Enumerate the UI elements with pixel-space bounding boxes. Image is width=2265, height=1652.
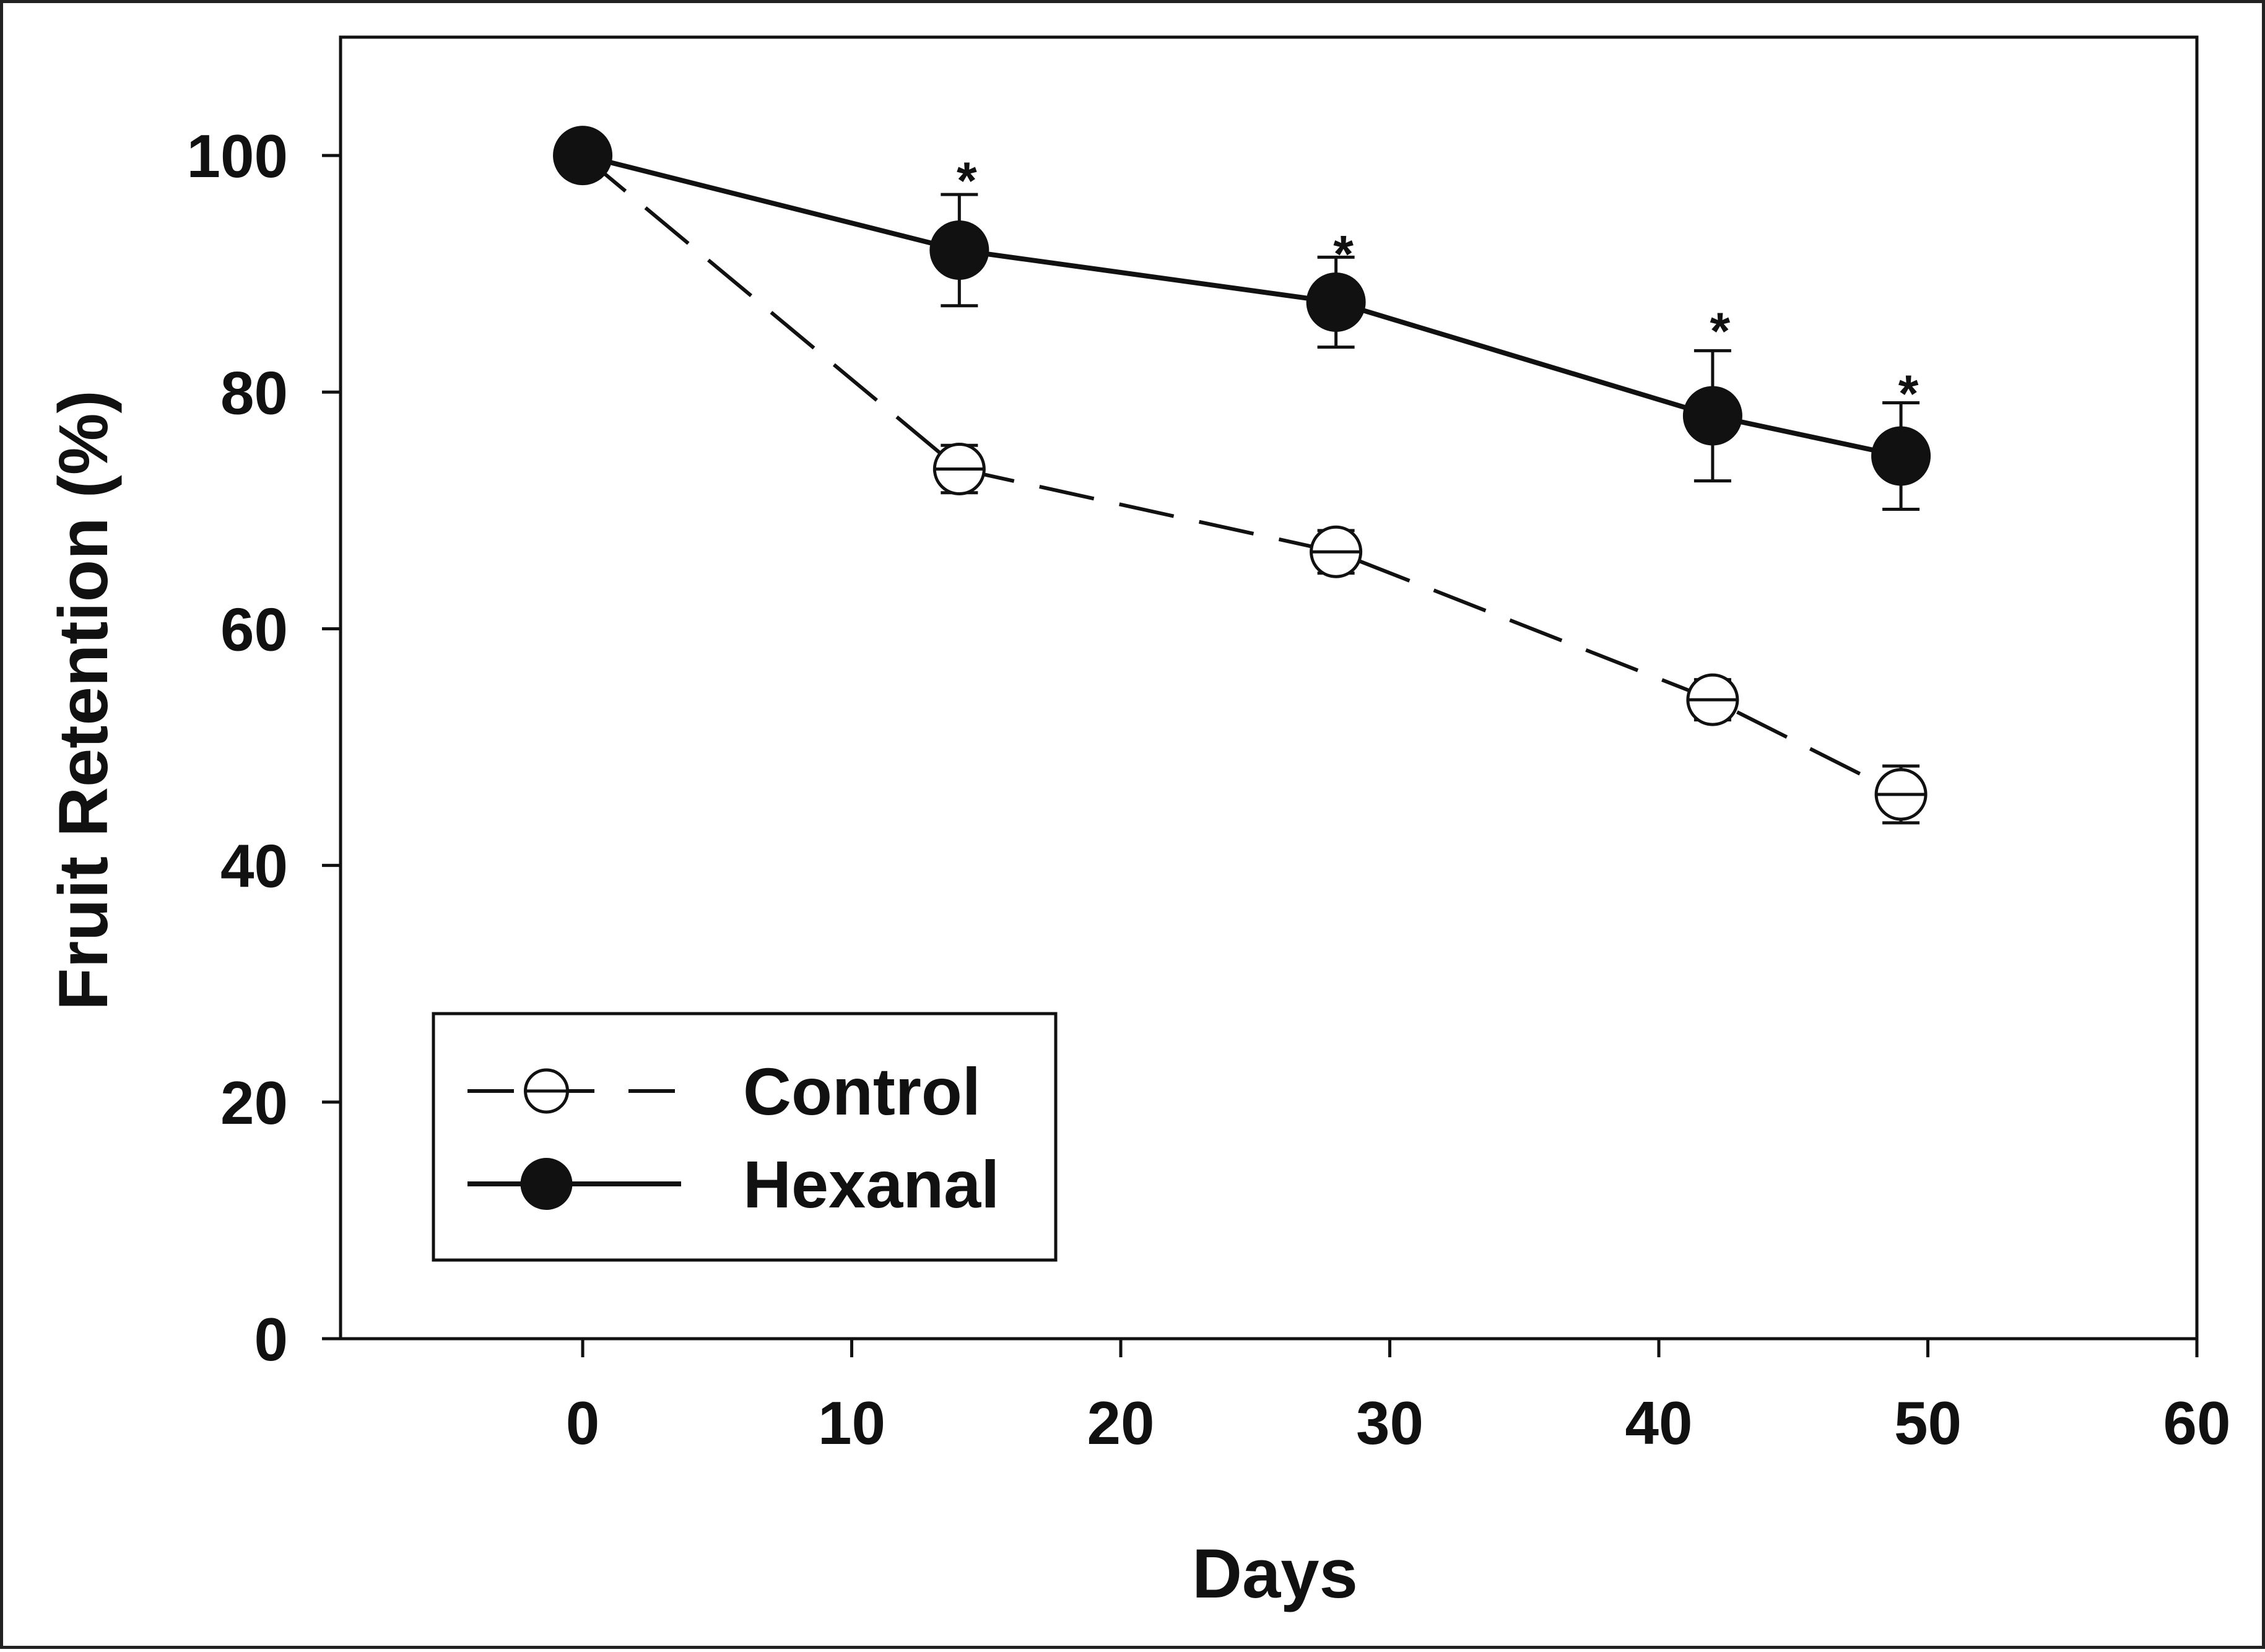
x-tick-label: 60 — [2163, 1389, 2230, 1457]
x-tick-label: 20 — [1087, 1389, 1155, 1457]
plot-layer — [339, 35, 2199, 1341]
series-hexanal — [553, 126, 1931, 511]
y-tick-label: 40 — [220, 832, 288, 900]
legend: Control Hexanal — [432, 1012, 1058, 1262]
y-tick-label: 60 — [220, 595, 288, 663]
data-point-hexanal — [1871, 426, 1931, 486]
line-chart: 0 10 20 30 40 50 60 0 20 40 60 80 100 Days Fruit Reten… — [45, 35, 2231, 1612]
y-axis-title: Fruit Retention (%) — [45, 390, 122, 1011]
series-control — [556, 129, 1928, 825]
data-point-hexanal — [1306, 272, 1366, 333]
annotation-layer: * * * * — [957, 152, 1919, 423]
y-tick-label: 20 — [220, 1069, 288, 1137]
significance-star: * — [1710, 302, 1731, 360]
x-tick-label: 10 — [818, 1389, 885, 1457]
significance-star: * — [957, 152, 977, 210]
series-line-control — [581, 154, 1902, 796]
x-tick-label: 50 — [1894, 1389, 1962, 1457]
x-tick-label: 40 — [1625, 1389, 1693, 1457]
axis-layer: 0 10 20 30 40 50 60 0 20 40 60 80 100 Days Fruit Reten… — [45, 122, 2231, 1612]
legend-marker-hexanal — [520, 1158, 573, 1210]
y-tick-label: 80 — [220, 359, 288, 427]
legend-label-control: Control — [743, 1054, 981, 1129]
x-axis-title: Days — [1192, 1535, 1358, 1612]
y-tick-label: 100 — [186, 122, 288, 190]
data-point-hexanal — [1682, 386, 1742, 446]
data-point-hexanal — [929, 220, 989, 280]
x-tick-label: 30 — [1356, 1389, 1424, 1457]
series-layer — [553, 126, 1931, 825]
legend-label-hexanal: Hexanal — [743, 1147, 999, 1222]
legend-box — [432, 1012, 1058, 1262]
y-tick-label: 0 — [254, 1305, 288, 1373]
significance-star: * — [1333, 225, 1354, 283]
plot-area-border — [339, 35, 2199, 1341]
data-point-hexanal — [553, 126, 613, 186]
significance-star: * — [1898, 365, 1919, 423]
x-tick-label: 0 — [566, 1389, 600, 1457]
